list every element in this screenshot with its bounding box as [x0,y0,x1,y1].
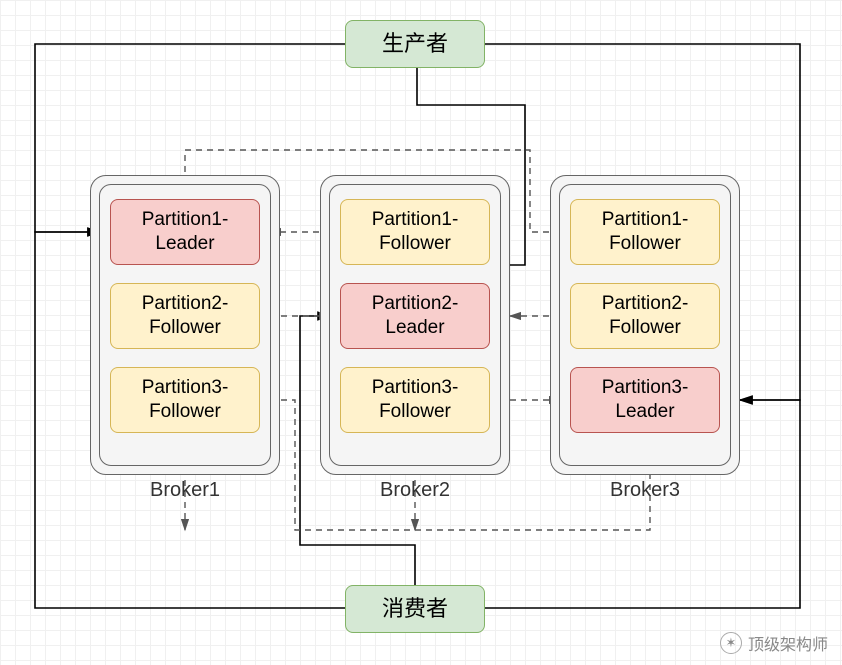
partition-node: Partition3-Follower [110,367,260,433]
broker-3: Partition1-Follower Partition2-Follower Pa… [550,175,740,475]
partition-node: Partition2-Follower [570,283,720,349]
partition-node: Partition1-Follower [570,199,720,265]
broker-label: Broker2 [321,479,509,502]
partition-node: Partition1-Follower [340,199,490,265]
partition-node: Partition3-Leader [570,367,720,433]
broker-label: Broker1 [91,479,279,502]
producer-node: 生产者 [345,20,485,68]
watermark: ✶ 顶级架构师 [720,631,828,655]
broker-inner: Partition1-Follower Partition2-Follower Pa… [559,184,731,466]
watermark-text: 顶级架构师 [748,631,828,655]
broker-label: Broker3 [551,479,739,502]
partition-node: Partition2-Follower [110,283,260,349]
consumer-node: 消费者 [345,585,485,633]
partition-node: Partition2-Leader [340,283,490,349]
broker-2: Partition1-Follower Partition2-Leader Part… [320,175,510,475]
wechat-icon: ✶ [720,632,742,654]
broker-inner: Partition1-Follower Partition2-Leader Part… [329,184,501,466]
broker-inner: Partition1-Leader Partition2-Follower Part… [99,184,271,466]
broker-1: Partition1-Leader Partition2-Follower Part… [90,175,280,475]
partition-node: Partition3-Follower [340,367,490,433]
partition-node: Partition1-Leader [110,199,260,265]
